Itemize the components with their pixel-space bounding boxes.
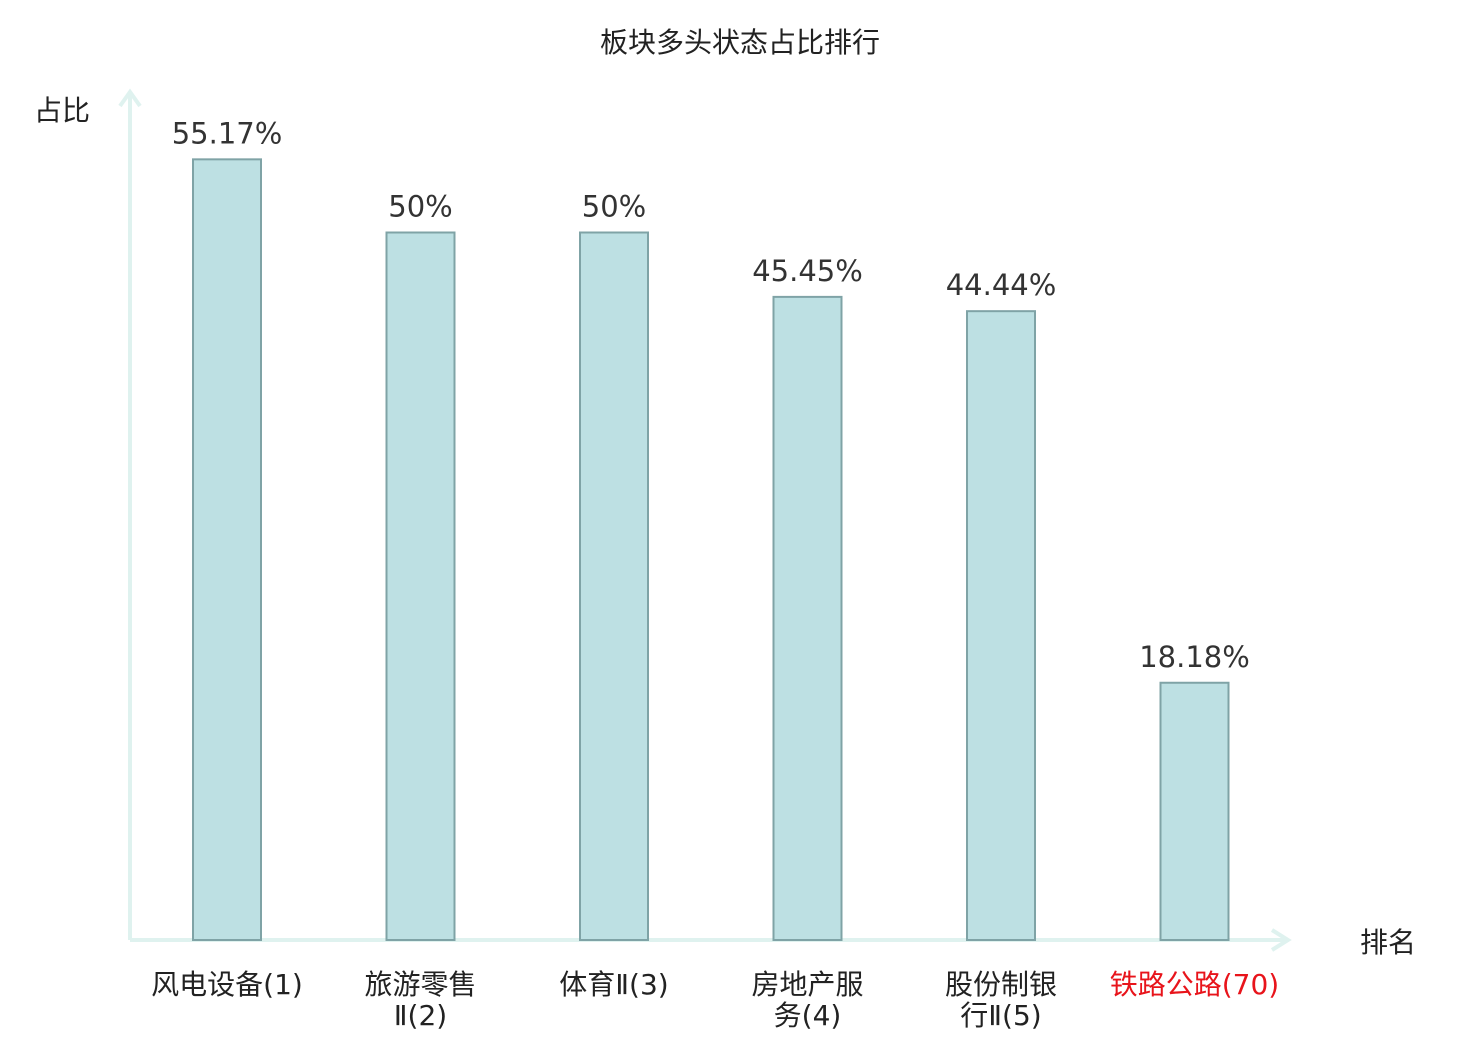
bar-value-label: 55.17% xyxy=(172,116,283,150)
category-tick-label: 务(4) xyxy=(774,999,842,1032)
bar xyxy=(966,310,1036,941)
category-tick-label: 股份制银 xyxy=(945,968,1057,1001)
x-axis-label: 排名 xyxy=(1360,926,1416,959)
bar-value-label: 50% xyxy=(388,190,452,224)
category-tick-label: 房地产服 xyxy=(751,968,863,1001)
bar-value-label: 50% xyxy=(582,190,646,224)
category-tick-label: 体育Ⅱ(3) xyxy=(559,968,668,1001)
category-tick-label: 铁路公路(70) xyxy=(1110,968,1279,1001)
bar xyxy=(579,231,649,941)
bar xyxy=(1159,681,1230,941)
bar-value-label: 44.44% xyxy=(946,268,1057,302)
bar-value-label: 45.45% xyxy=(752,254,863,288)
category-tick-label: 风电设备(1) xyxy=(151,968,303,1001)
category-tick-label: 行Ⅱ(5) xyxy=(960,999,1041,1032)
bar xyxy=(772,295,843,941)
x-axis-arrow xyxy=(1270,928,1292,952)
bar xyxy=(192,158,262,942)
category-tick-label: 旅游零售 xyxy=(364,968,476,1001)
y-axis-label: 占比 xyxy=(34,94,90,127)
bar-value-label: 18.18% xyxy=(1139,640,1250,674)
bar xyxy=(385,231,456,941)
chart-title: 板块多头状态占比排行 xyxy=(600,26,880,59)
y-axis-arrow xyxy=(118,88,142,108)
category-tick-label: Ⅱ(2) xyxy=(394,999,447,1032)
